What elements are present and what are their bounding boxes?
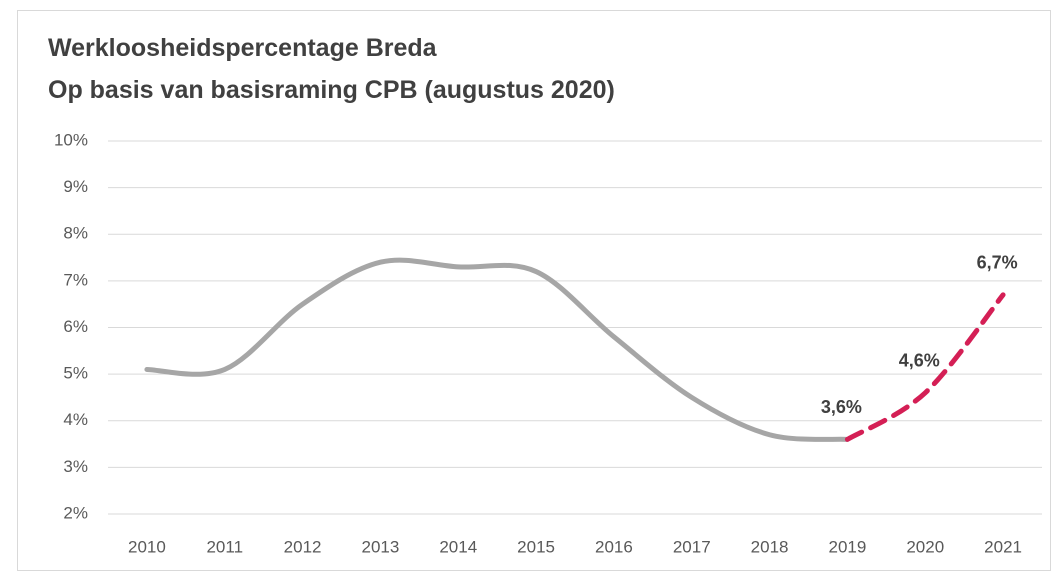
data-label: 6,7% bbox=[977, 253, 1018, 273]
x-tick-label: 2013 bbox=[362, 537, 400, 556]
x-tick-label: 2010 bbox=[128, 537, 166, 556]
line-series bbox=[144, 257, 850, 442]
x-tick-label: 2011 bbox=[206, 537, 243, 556]
line-series bbox=[844, 292, 1006, 442]
y-tick-label: 10% bbox=[54, 130, 88, 149]
y-tick-label: 8% bbox=[63, 224, 88, 243]
y-tick-label: 7% bbox=[63, 270, 88, 289]
x-tick-label: 2012 bbox=[284, 537, 322, 556]
x-tick-label: 2018 bbox=[751, 537, 789, 556]
x-tick-label: 2015 bbox=[517, 537, 555, 556]
y-tick-label: 6% bbox=[63, 317, 88, 336]
data-label: 4,6% bbox=[899, 351, 940, 371]
x-tick-label: 2014 bbox=[439, 537, 477, 556]
y-tick-label: 3% bbox=[63, 457, 88, 476]
y-tick-label: 4% bbox=[63, 410, 88, 429]
data-label: 3,6% bbox=[821, 397, 862, 417]
y-tick-label: 2% bbox=[63, 503, 88, 522]
x-tick-label: 2021 bbox=[984, 537, 1022, 556]
x-tick-label: 2017 bbox=[673, 537, 711, 556]
y-tick-label: 5% bbox=[63, 364, 88, 383]
y-tick-label: 9% bbox=[63, 177, 88, 196]
x-tick-label: 2020 bbox=[906, 537, 944, 556]
x-tick-label: 2019 bbox=[829, 537, 867, 556]
chart-border bbox=[17, 10, 1051, 571]
chart-subtitle: Op basis van basisraming CPB (augustus 2… bbox=[48, 76, 615, 104]
x-tick-label: 2016 bbox=[595, 537, 633, 556]
chart-title: Werkloosheidspercentage Breda bbox=[48, 34, 438, 62]
